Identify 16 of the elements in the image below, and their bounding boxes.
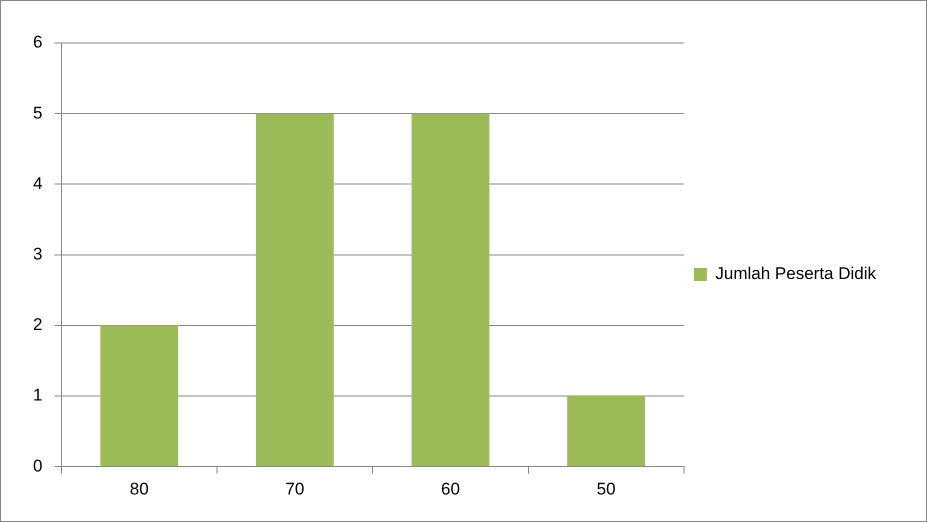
y-tick-label: 4 xyxy=(32,174,42,193)
bar xyxy=(100,325,178,466)
x-tick-label: 50 xyxy=(596,479,616,498)
x-tick-label: 60 xyxy=(441,479,460,498)
y-tick-label: 2 xyxy=(32,315,42,334)
y-tick-label: 6 xyxy=(32,32,42,52)
x-tick-label: 80 xyxy=(130,479,149,498)
y-tick-label: 3 xyxy=(32,244,42,264)
legend-label: Jumlah Peserta Didik xyxy=(715,264,876,284)
bar xyxy=(412,114,490,466)
y-tick-label: 0 xyxy=(32,456,42,476)
bar xyxy=(256,114,334,466)
x-tick-label: 70 xyxy=(285,479,304,498)
bar xyxy=(567,396,645,466)
y-tick-label: 1 xyxy=(32,386,42,405)
y-tick-label: 5 xyxy=(32,103,42,122)
